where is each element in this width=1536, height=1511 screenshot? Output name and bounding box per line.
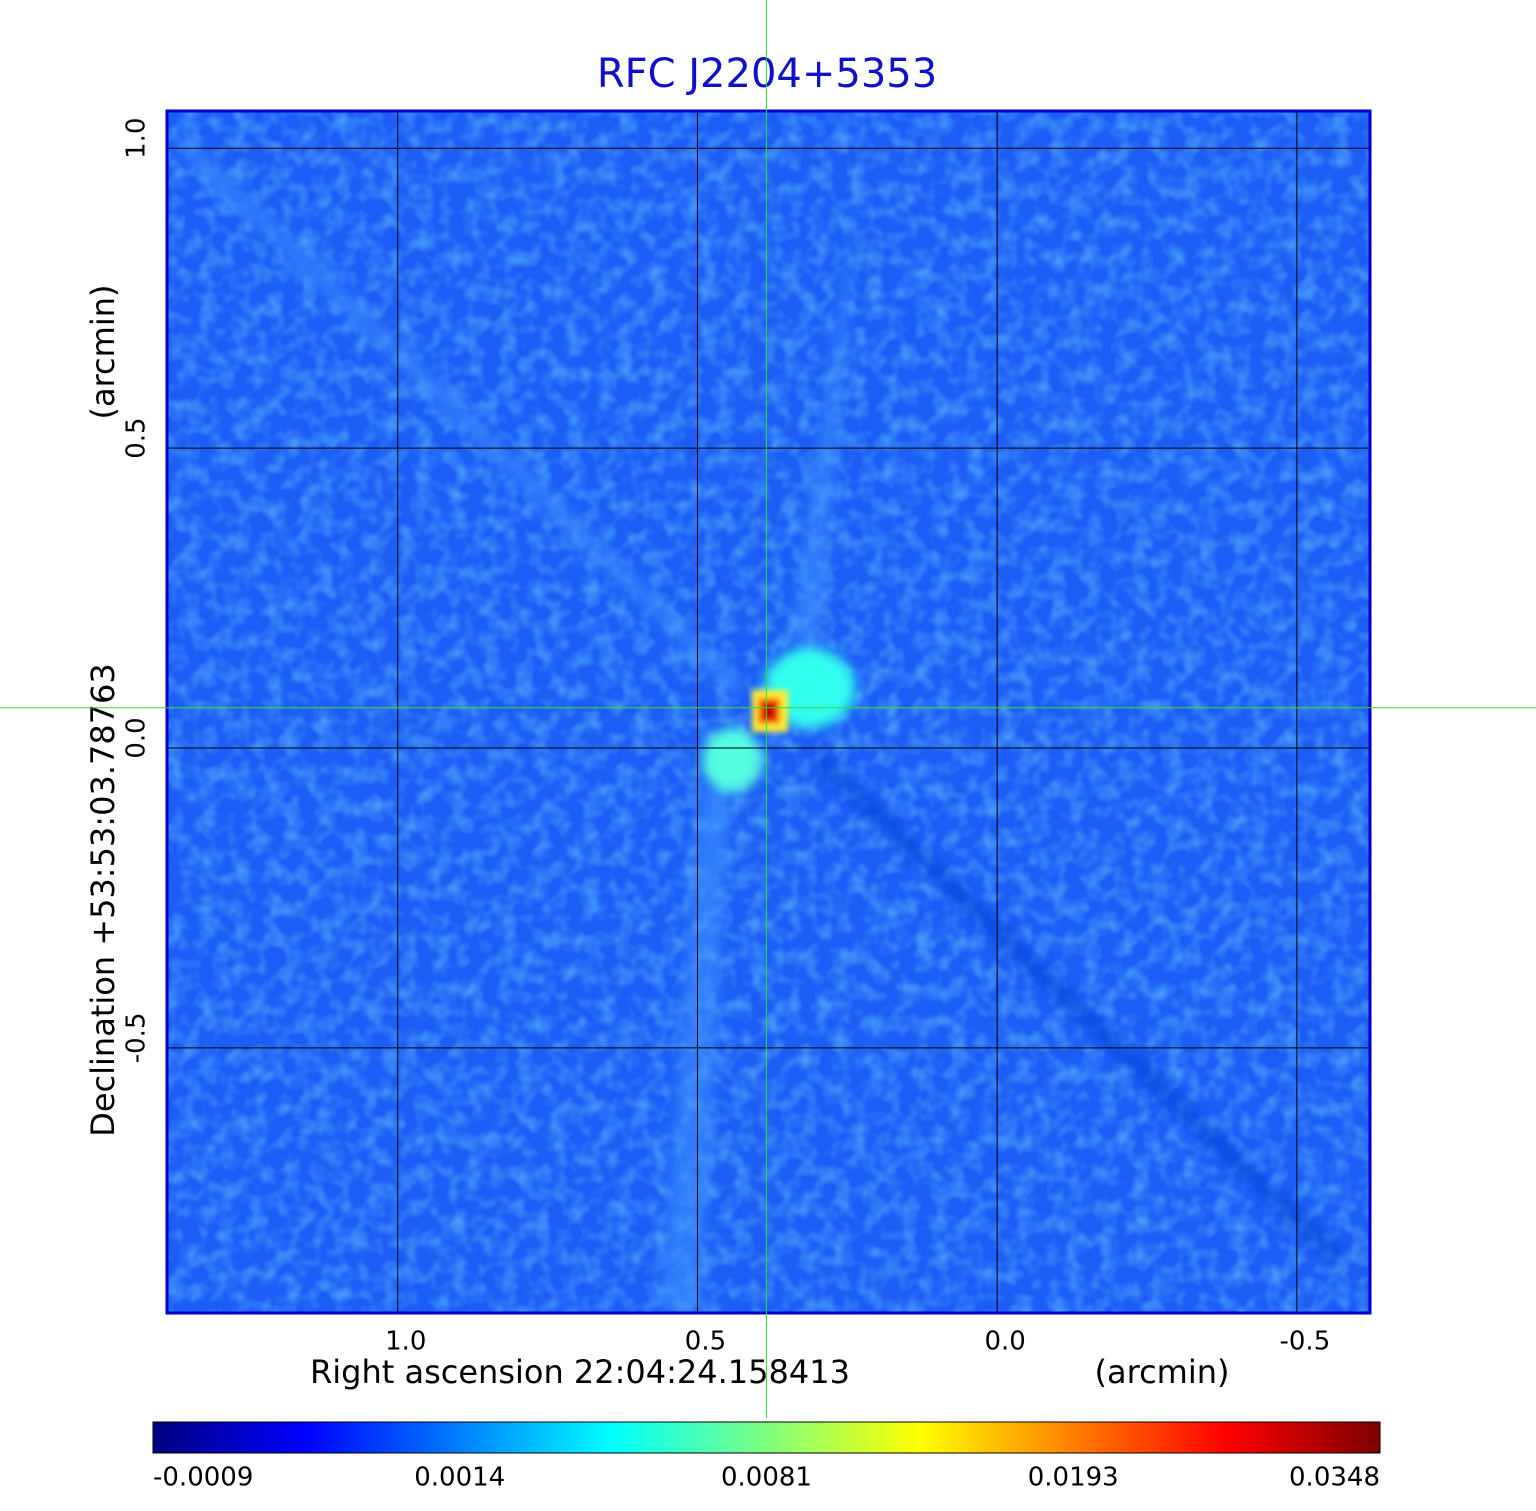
- x-tick-label: 0.0: [984, 1327, 1025, 1357]
- y-axis-label: Declination +53:53:03.78763: [84, 663, 122, 1137]
- colorbar-tick-label: 0.0348: [1289, 1463, 1380, 1493]
- x-tick-label: 1.0: [385, 1327, 426, 1357]
- y-tick-label: 0.0: [122, 717, 152, 758]
- colorbar-tick-label: 0.0193: [1028, 1463, 1119, 1493]
- x-tick-label: -0.5: [1280, 1327, 1331, 1357]
- colorbar-gradient: [152, 1421, 1381, 1454]
- x-axis-unit: (arcmin): [1095, 1353, 1230, 1391]
- y-tick-label: -0.5: [122, 1013, 152, 1064]
- chart-title: RFC J2204+5353: [597, 51, 937, 97]
- colorbar-tick-label: 0.0081: [721, 1463, 812, 1493]
- y-tick-label: 1.0: [122, 118, 152, 159]
- colorbar-tick-label: 0.0014: [414, 1463, 505, 1493]
- source-core: [752, 690, 788, 732]
- colorbar-tick-label: -0.0009: [153, 1463, 253, 1493]
- x-axis-label: Right ascension 22:04:24.158413: [310, 1353, 850, 1391]
- crosshair: [0, 0, 1536, 1418]
- colorbar: -0.0009 0.0014 0.0081 0.0193 0.0348: [152, 1421, 1381, 1493]
- image: [167, 111, 1370, 1313]
- grid: [167, 111, 1370, 1313]
- y-axis-unit: (arcmin): [84, 285, 122, 420]
- x-tick-label: 0.5: [685, 1327, 726, 1357]
- y-tick-label: 0.5: [122, 417, 152, 458]
- plot-frame: [165, 109, 1372, 1315]
